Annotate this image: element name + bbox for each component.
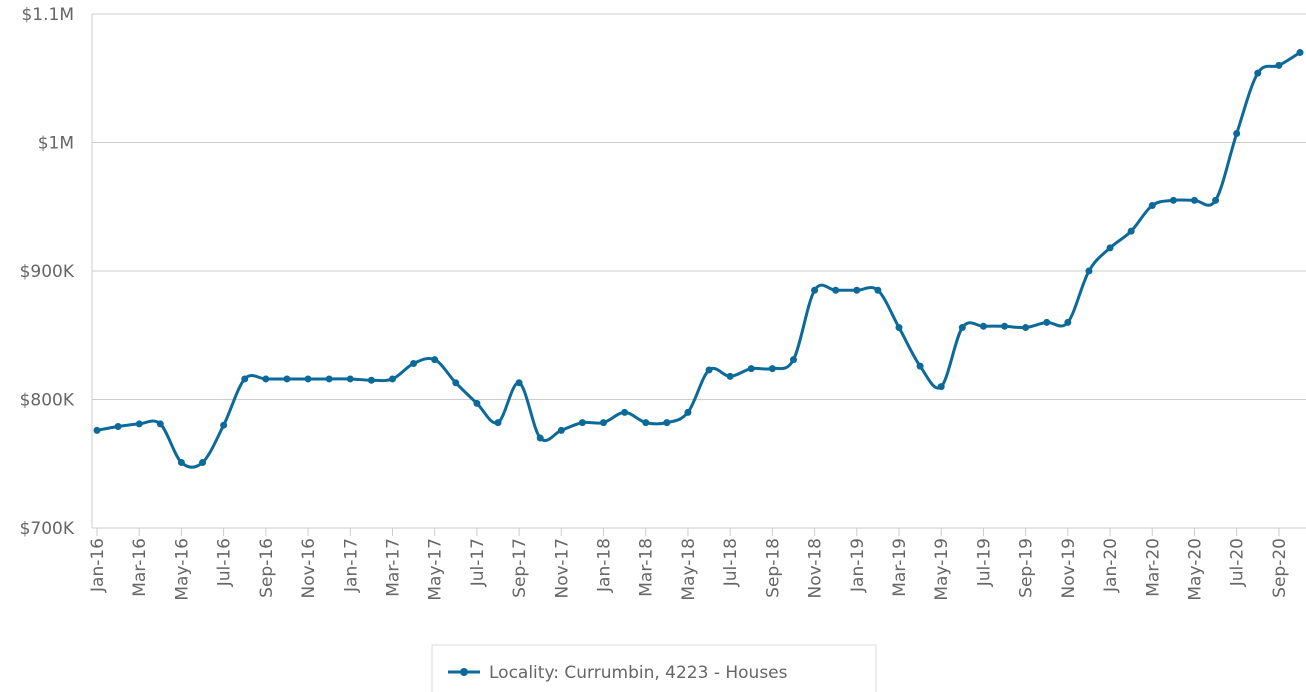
x-tick-label: Nov-19 xyxy=(1059,538,1079,599)
x-tick-label: Jan-18 xyxy=(595,538,615,593)
data-point xyxy=(325,375,333,383)
x-tick-label: Nov-17 xyxy=(552,538,572,599)
data-point xyxy=(768,365,776,373)
data-point xyxy=(747,365,755,373)
legend-label: Locality: Currumbin, 4223 - Houses xyxy=(489,663,788,683)
x-tick-label: Sep-20 xyxy=(1270,538,1290,598)
x-tick-label: Jul-20 xyxy=(1228,538,1248,587)
data-point xyxy=(811,286,819,294)
x-tick-label: Jan-17 xyxy=(341,538,361,593)
data-point xyxy=(1190,196,1198,204)
data-point xyxy=(410,360,418,368)
data-point xyxy=(304,375,312,383)
y-tick-label: $900K xyxy=(20,262,75,282)
x-tick-label: May-16 xyxy=(172,538,192,601)
data-point xyxy=(156,420,164,428)
data-point xyxy=(853,286,861,294)
data-point xyxy=(1106,244,1114,252)
data-point xyxy=(220,421,228,429)
x-tick-label: May-20 xyxy=(1185,538,1205,601)
data-point xyxy=(199,458,207,466)
legend: Locality: Currumbin, 4223 - Houses xyxy=(431,644,877,692)
data-point xyxy=(1169,196,1177,204)
data-point xyxy=(916,362,924,370)
x-tick-label: Jan-20 xyxy=(1101,538,1121,593)
data-point xyxy=(600,419,608,427)
x-tick-label: Sep-18 xyxy=(763,538,783,598)
data-point xyxy=(241,375,249,383)
data-point xyxy=(1275,61,1283,69)
data-point xyxy=(663,419,671,427)
data-point xyxy=(1254,69,1262,77)
y-tick-label: $700K xyxy=(20,519,75,539)
x-tick-label: Sep-16 xyxy=(257,538,277,598)
data-point xyxy=(473,399,481,407)
data-point xyxy=(452,379,460,387)
data-point xyxy=(937,383,945,391)
data-point xyxy=(536,434,544,442)
y-tick-label: $800K xyxy=(20,391,75,411)
x-tick-label: Sep-19 xyxy=(1017,538,1037,598)
data-point xyxy=(979,322,987,330)
data-point xyxy=(346,375,354,383)
x-tick-label: May-18 xyxy=(679,538,699,601)
data-point xyxy=(557,426,565,434)
x-tick-label: Mar-18 xyxy=(637,538,657,597)
data-point xyxy=(621,408,629,416)
data-point xyxy=(1085,267,1093,275)
x-tick-label: Jul-17 xyxy=(468,538,488,587)
data-point xyxy=(1064,318,1072,326)
data-point xyxy=(1022,324,1030,332)
data-point xyxy=(684,408,692,416)
x-tick-label: Mar-16 xyxy=(130,538,150,597)
data-point xyxy=(578,419,586,427)
data-point xyxy=(114,422,122,430)
legend-box xyxy=(431,644,877,692)
data-point xyxy=(262,375,270,383)
data-point xyxy=(705,366,713,374)
legend-marker xyxy=(460,668,468,676)
series-line xyxy=(96,51,1301,469)
data-point xyxy=(789,356,797,364)
x-tick-label: May-17 xyxy=(426,538,446,601)
data-point xyxy=(283,375,291,383)
x-tick-label: Mar-20 xyxy=(1143,538,1163,597)
data-point xyxy=(93,426,101,434)
y-tick-label: $1.1M xyxy=(21,5,74,25)
data-point xyxy=(958,324,966,332)
data-point xyxy=(1127,227,1135,235)
data-point xyxy=(388,375,396,383)
x-tick-label: Nov-18 xyxy=(806,538,826,599)
x-tick-label: May-19 xyxy=(932,538,952,601)
data-point xyxy=(642,419,650,427)
x-tick-label: Sep-17 xyxy=(510,538,530,598)
data-point xyxy=(177,458,185,466)
x-tick-label: Jul-18 xyxy=(721,538,741,587)
data-point xyxy=(135,420,143,428)
data-point xyxy=(431,356,439,364)
x-tick-label: Mar-17 xyxy=(383,538,403,597)
x-tick-label: Jul-19 xyxy=(974,538,994,587)
data-point xyxy=(367,376,375,384)
data-point xyxy=(1043,318,1051,326)
x-tick-label: Jul-16 xyxy=(215,538,235,587)
data-point xyxy=(1296,49,1304,57)
data-point xyxy=(1233,130,1241,138)
x-tick-label: Jan-16 xyxy=(88,538,108,593)
data-point xyxy=(832,286,840,294)
x-tick-label: Jan-19 xyxy=(848,538,868,593)
data-point xyxy=(1148,201,1156,209)
data-point xyxy=(1001,322,1009,330)
x-tick-label: Mar-19 xyxy=(890,538,910,597)
data-point xyxy=(515,379,523,387)
data-point xyxy=(726,372,734,380)
data-point xyxy=(1212,196,1220,204)
data-point xyxy=(874,286,882,294)
data-point xyxy=(895,324,903,332)
data-point xyxy=(494,419,502,427)
x-tick-label: Nov-16 xyxy=(299,538,319,599)
y-tick-label: $1M xyxy=(38,134,74,154)
